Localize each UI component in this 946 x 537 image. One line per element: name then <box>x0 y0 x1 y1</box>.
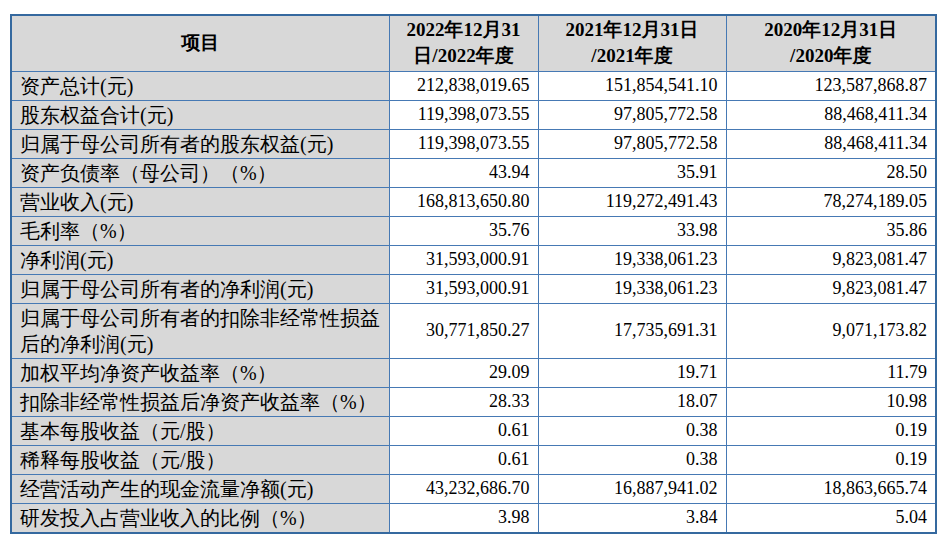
row-value-2020: 78,274,189.05 <box>726 187 936 216</box>
table-row: 稀释每股收益（元/股） 0.61 0.38 0.19 <box>11 445 936 474</box>
row-value-2020: 9,071,173.82 <box>726 303 936 358</box>
row-value-2021: 3.84 <box>538 503 726 533</box>
row-value-2022: 30,771,850.27 <box>389 303 538 358</box>
column-header-2021: 2021年12月31日 /2021年度 <box>538 15 726 71</box>
row-value-2022: 212,838,019.65 <box>389 71 538 100</box>
row-value-2020: 11.79 <box>726 358 936 387</box>
row-value-2020: 28.50 <box>726 158 936 187</box>
row-value-2022: 35.76 <box>389 216 538 245</box>
table-row: 毛利率（%） 35.76 33.98 35.86 <box>11 216 936 245</box>
table-row: 资产负债率（母公司）（%） 43.94 35.91 28.50 <box>11 158 936 187</box>
table-row: 基本每股收益（元/股） 0.61 0.38 0.19 <box>11 416 936 445</box>
row-value-2020: 9,823,081.47 <box>726 274 936 303</box>
document-page: 项目 2022年12月31 日/2022年度 2021年12月31日 /2021… <box>0 0 946 537</box>
row-label: 经营活动产生的现金流量净额(元) <box>11 474 389 503</box>
row-label: 基本每股收益（元/股） <box>11 416 389 445</box>
row-value-2020: 88,468,411.34 <box>726 129 936 158</box>
row-value-2020: 88,468,411.34 <box>726 100 936 129</box>
row-value-2022: 0.61 <box>389 445 538 474</box>
row-value-2022: 29.09 <box>389 358 538 387</box>
row-label: 归属于母公司所有者的股东权益(元) <box>11 129 389 158</box>
row-label: 加权平均净资产收益率（%） <box>11 358 389 387</box>
row-label: 股东权益合计(元) <box>11 100 389 129</box>
row-value-2021: 97,805,772.58 <box>538 100 726 129</box>
table-row: 归属于母公司所有者的净利润(元) 31,593,000.91 19,338,06… <box>11 274 936 303</box>
row-value-2021: 119,272,491.43 <box>538 187 726 216</box>
table-row: 营业收入(元) 168,813,650.80 119,272,491.43 78… <box>11 187 936 216</box>
table-row: 加权平均净资产收益率（%） 29.09 19.71 11.79 <box>11 358 936 387</box>
row-value-2020: 5.04 <box>726 503 936 533</box>
column-header-2022: 2022年12月31 日/2022年度 <box>389 15 538 71</box>
row-value-2021: 16,887,941.02 <box>538 474 726 503</box>
row-label: 资产总计(元) <box>11 71 389 100</box>
row-value-2021: 19,338,061.23 <box>538 245 726 274</box>
column-header-2021-line1: 2021年12月31日 <box>541 17 724 43</box>
column-header-2020: 2020年12月31日 /2020年度 <box>726 15 936 71</box>
row-value-2020: 9,823,081.47 <box>726 245 936 274</box>
row-value-2022: 0.61 <box>389 416 538 445</box>
row-value-2020: 123,587,868.87 <box>726 71 936 100</box>
row-value-2021: 19,338,061.23 <box>538 274 726 303</box>
table-row: 归属于母公司所有者的股东权益(元) 119,398,073.55 97,805,… <box>11 129 936 158</box>
row-label: 归属于母公司所有者的扣除非经常性损益后的净利润(元) <box>11 303 389 358</box>
column-header-2022-line1: 2022年12月31 <box>392 17 536 43</box>
table-row: 股东权益合计(元) 119,398,073.55 97,805,772.58 8… <box>11 100 936 129</box>
row-value-2022: 119,398,073.55 <box>389 129 538 158</box>
row-value-2022: 28.33 <box>389 387 538 416</box>
financial-summary-table: 项目 2022年12月31 日/2022年度 2021年12月31日 /2021… <box>10 14 937 534</box>
row-value-2020: 10.98 <box>726 387 936 416</box>
row-value-2021: 151,854,541.10 <box>538 71 726 100</box>
row-value-2022: 119,398,073.55 <box>389 100 538 129</box>
row-value-2021: 97,805,772.58 <box>538 129 726 158</box>
row-label: 扣除非经常性损益后净资产收益率（%） <box>11 387 389 416</box>
column-header-2022-line2: 日/2022年度 <box>392 43 536 69</box>
row-value-2021: 17,735,691.31 <box>538 303 726 358</box>
row-label: 毛利率（%） <box>11 216 389 245</box>
row-value-2020: 0.19 <box>726 416 936 445</box>
row-value-2021: 0.38 <box>538 416 726 445</box>
table-row: 归属于母公司所有者的扣除非经常性损益后的净利润(元) 30,771,850.27… <box>11 303 936 358</box>
row-label: 净利润(元) <box>11 245 389 274</box>
table-row: 经营活动产生的现金流量净额(元) 43,232,686.70 16,887,94… <box>11 474 936 503</box>
column-header-2021-line2: /2021年度 <box>541 43 724 69</box>
column-header-item: 项目 <box>11 15 389 71</box>
row-value-2022: 31,593,000.91 <box>389 245 538 274</box>
table-row: 研发投入占营业收入的比例（%） 3.98 3.84 5.04 <box>11 503 936 533</box>
row-value-2021: 35.91 <box>538 158 726 187</box>
row-label: 营业收入(元) <box>11 187 389 216</box>
row-value-2021: 19.71 <box>538 358 726 387</box>
row-value-2022: 3.98 <box>389 503 538 533</box>
table-row: 扣除非经常性损益后净资产收益率（%） 28.33 18.07 10.98 <box>11 387 936 416</box>
row-value-2020: 18,863,665.74 <box>726 474 936 503</box>
row-label: 资产负债率（母公司）（%） <box>11 158 389 187</box>
row-label: 归属于母公司所有者的净利润(元) <box>11 274 389 303</box>
table-row: 资产总计(元) 212,838,019.65 151,854,541.10 12… <box>11 71 936 100</box>
row-value-2022: 31,593,000.91 <box>389 274 538 303</box>
row-label: 研发投入占营业收入的比例（%） <box>11 503 389 533</box>
row-value-2022: 43,232,686.70 <box>389 474 538 503</box>
table-header-row: 项目 2022年12月31 日/2022年度 2021年12月31日 /2021… <box>11 15 936 71</box>
row-value-2022: 43.94 <box>389 158 538 187</box>
row-value-2020: 35.86 <box>726 216 936 245</box>
column-header-2020-line1: 2020年12月31日 <box>729 17 934 43</box>
row-value-2022: 168,813,650.80 <box>389 187 538 216</box>
row-value-2021: 0.38 <box>538 445 726 474</box>
column-header-2020-line2: /2020年度 <box>729 43 934 69</box>
row-label: 稀释每股收益（元/股） <box>11 445 389 474</box>
row-value-2021: 18.07 <box>538 387 726 416</box>
row-value-2020: 0.19 <box>726 445 936 474</box>
row-value-2021: 33.98 <box>538 216 726 245</box>
table-row: 净利润(元) 31,593,000.91 19,338,061.23 9,823… <box>11 245 936 274</box>
